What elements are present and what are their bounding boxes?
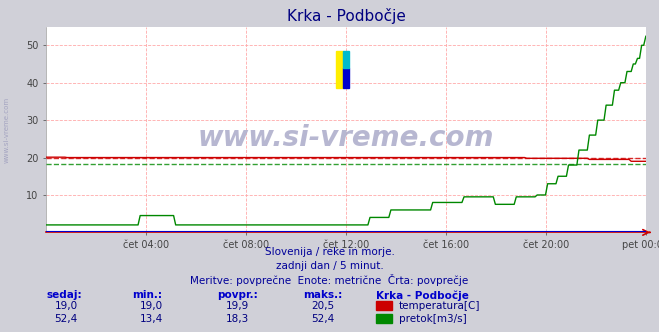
Text: www.si-vreme.com: www.si-vreme.com bbox=[4, 96, 10, 163]
Text: maks.:: maks.: bbox=[303, 290, 343, 300]
Text: sedaj:: sedaj: bbox=[46, 290, 82, 300]
Text: 19,0: 19,0 bbox=[140, 301, 163, 311]
Text: temperatura[C]: temperatura[C] bbox=[399, 301, 480, 311]
Text: min.:: min.: bbox=[132, 290, 162, 300]
Bar bbox=[343, 51, 349, 68]
Text: 20,5: 20,5 bbox=[311, 301, 335, 311]
Text: pretok[m3/s]: pretok[m3/s] bbox=[399, 314, 467, 324]
Title: Krka - Podbočje: Krka - Podbočje bbox=[287, 8, 405, 24]
Text: 13,4: 13,4 bbox=[140, 314, 163, 324]
Text: povpr.:: povpr.: bbox=[217, 290, 258, 300]
Bar bbox=[343, 68, 349, 88]
Text: 19,9: 19,9 bbox=[225, 301, 249, 311]
Text: 52,4: 52,4 bbox=[311, 314, 335, 324]
Text: Meritve: povprečne  Enote: metrične  Črta: povprečje: Meritve: povprečne Enote: metrične Črta:… bbox=[190, 274, 469, 286]
Text: 52,4: 52,4 bbox=[54, 314, 78, 324]
Text: Slovenija / reke in morje.: Slovenija / reke in morje. bbox=[264, 247, 395, 257]
Text: Krka - Podbočje: Krka - Podbočje bbox=[376, 290, 469, 301]
Text: www.si-vreme.com: www.si-vreme.com bbox=[198, 124, 494, 152]
Text: 18,3: 18,3 bbox=[225, 314, 249, 324]
Bar bbox=[336, 51, 343, 88]
Text: zadnji dan / 5 minut.: zadnji dan / 5 minut. bbox=[275, 261, 384, 271]
Text: 19,0: 19,0 bbox=[54, 301, 78, 311]
